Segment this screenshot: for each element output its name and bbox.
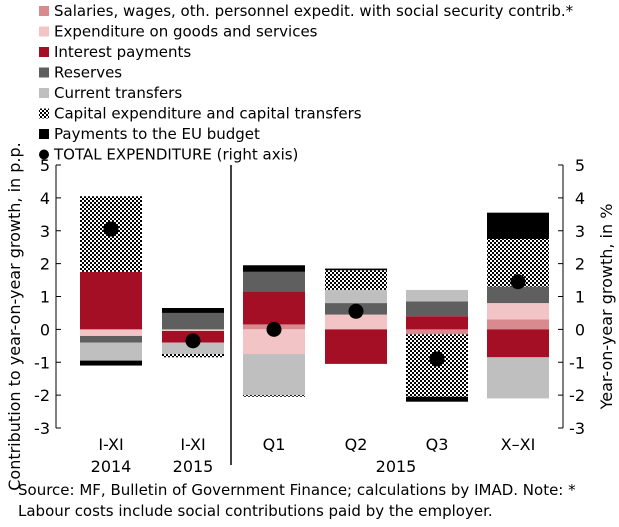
legend-label: Reserves — [54, 64, 122, 82]
bar-segment — [487, 303, 549, 320]
bar-segment — [243, 291, 305, 325]
bar-segment — [325, 314, 387, 330]
total-marker — [103, 221, 119, 237]
bar-segment — [80, 335, 142, 343]
bar-segment — [162, 354, 224, 358]
x-tick-label: Q3 — [426, 435, 449, 454]
x-tick-label: X–XI — [501, 435, 536, 454]
legend-swatch — [39, 26, 49, 37]
legend-swatch — [39, 108, 49, 119]
bar-segment — [325, 270, 387, 290]
legend-label: Current transfers — [54, 84, 182, 102]
bar-segment — [80, 329, 142, 336]
y-axis-title-right: Year-on-year growth, in % — [597, 204, 616, 411]
legend-swatch — [39, 129, 49, 139]
bar-segment — [80, 271, 142, 330]
axes: 5 5 4 4 3 3 2 2 1 1 0 0 -1 -1 -2 -2 -3 -3 Contribution to … — [5, 142, 616, 491]
bar-segment — [406, 316, 468, 330]
bar-segment — [80, 360, 142, 366]
x-tick-label: Q1 — [263, 435, 286, 454]
source-note-line-1: Source: MF, Bulletin of Government Finan… — [18, 481, 576, 499]
x-tick-label: I-XI — [98, 435, 123, 454]
bar-segment — [162, 329, 224, 332]
bar-segment — [162, 308, 224, 313]
y-tick-label-right: 4 — [575, 189, 585, 208]
legend-swatch — [39, 67, 49, 78]
y-tick-label-left: 4 — [40, 189, 50, 208]
total-marker — [510, 274, 526, 290]
legend-label: Salaries, wages, oth. personnel expedit.… — [54, 2, 574, 20]
x-tick-sublabel: 2015 — [173, 457, 214, 476]
bar-segment — [487, 329, 549, 358]
bar-segment — [243, 265, 305, 272]
bar-segment — [243, 395, 305, 397]
y-tick-label-left: -2 — [34, 386, 50, 405]
legend-swatch — [39, 88, 49, 98]
bar-segment — [406, 289, 468, 302]
source-note: Source: MF, Bulletin of Government Finan… — [18, 480, 614, 522]
y-tick-label-left: 1 — [40, 288, 50, 307]
y-tick-label-left: -3 — [34, 419, 50, 438]
bar-segment — [406, 396, 468, 402]
y-tick-label-right: 1 — [575, 288, 585, 307]
legend-label: Payments to the EU budget — [54, 125, 260, 143]
y-tick-label-left: 2 — [40, 255, 50, 274]
x-tick-sublabel: 2014 — [91, 457, 132, 476]
y-tick-label-left: 5 — [40, 156, 50, 175]
y-tick-label-left: -1 — [34, 353, 50, 372]
legend: Salaries, wages, oth. personnel expedit.… — [39, 2, 574, 164]
bar-segment — [325, 329, 387, 364]
y-axis-title-left: Contribution to year-on-year growth, in … — [5, 142, 24, 491]
total-marker — [429, 351, 445, 367]
source-note-line-2: Labour costs include social contribution… — [18, 502, 493, 520]
bar-segment — [487, 212, 549, 239]
bar-segment — [325, 268, 387, 271]
legend-label: Capital expenditure and capital transfer… — [54, 105, 362, 123]
y-tick-label-right: 3 — [575, 222, 585, 241]
legend-label: Expenditure on goods and services — [54, 23, 318, 41]
y-tick-label-right: 5 — [575, 156, 585, 175]
bar-segment — [325, 289, 387, 304]
total-marker — [266, 321, 282, 337]
bar-segment — [243, 354, 305, 396]
bar-segment — [243, 271, 305, 292]
y-tick-label-right: 0 — [575, 320, 585, 339]
bar-segment — [487, 357, 549, 399]
legend-marker-total — [39, 149, 49, 160]
y-tick-label-right: -3 — [569, 419, 585, 438]
y-tick-label-right: 2 — [575, 255, 585, 274]
total-marker — [185, 333, 201, 349]
bar-segment — [162, 312, 224, 330]
x-tick-label: Q2 — [345, 435, 368, 454]
y-tick-label-left: 0 — [40, 320, 50, 339]
bar-segment — [487, 286, 549, 304]
y-tick-label-right: -1 — [569, 353, 585, 372]
x-group-label: 2015 — [376, 457, 417, 476]
y-tick-label-right: -2 — [569, 386, 585, 405]
legend-label: Interest payments — [54, 43, 191, 61]
bar-segment — [80, 342, 142, 361]
legend-swatch — [39, 47, 49, 57]
total-marker — [348, 303, 364, 319]
bar-segment — [487, 319, 549, 330]
bar-segment — [406, 329, 468, 335]
legend-label: TOTAL EXPENDITURE (right axis) — [53, 146, 298, 164]
x-tick-label: I-XI — [180, 435, 205, 454]
y-tick-label-left: 3 — [40, 222, 50, 241]
bar-segment — [406, 301, 468, 317]
plot-area — [80, 196, 549, 402]
legend-swatch — [39, 6, 49, 16]
